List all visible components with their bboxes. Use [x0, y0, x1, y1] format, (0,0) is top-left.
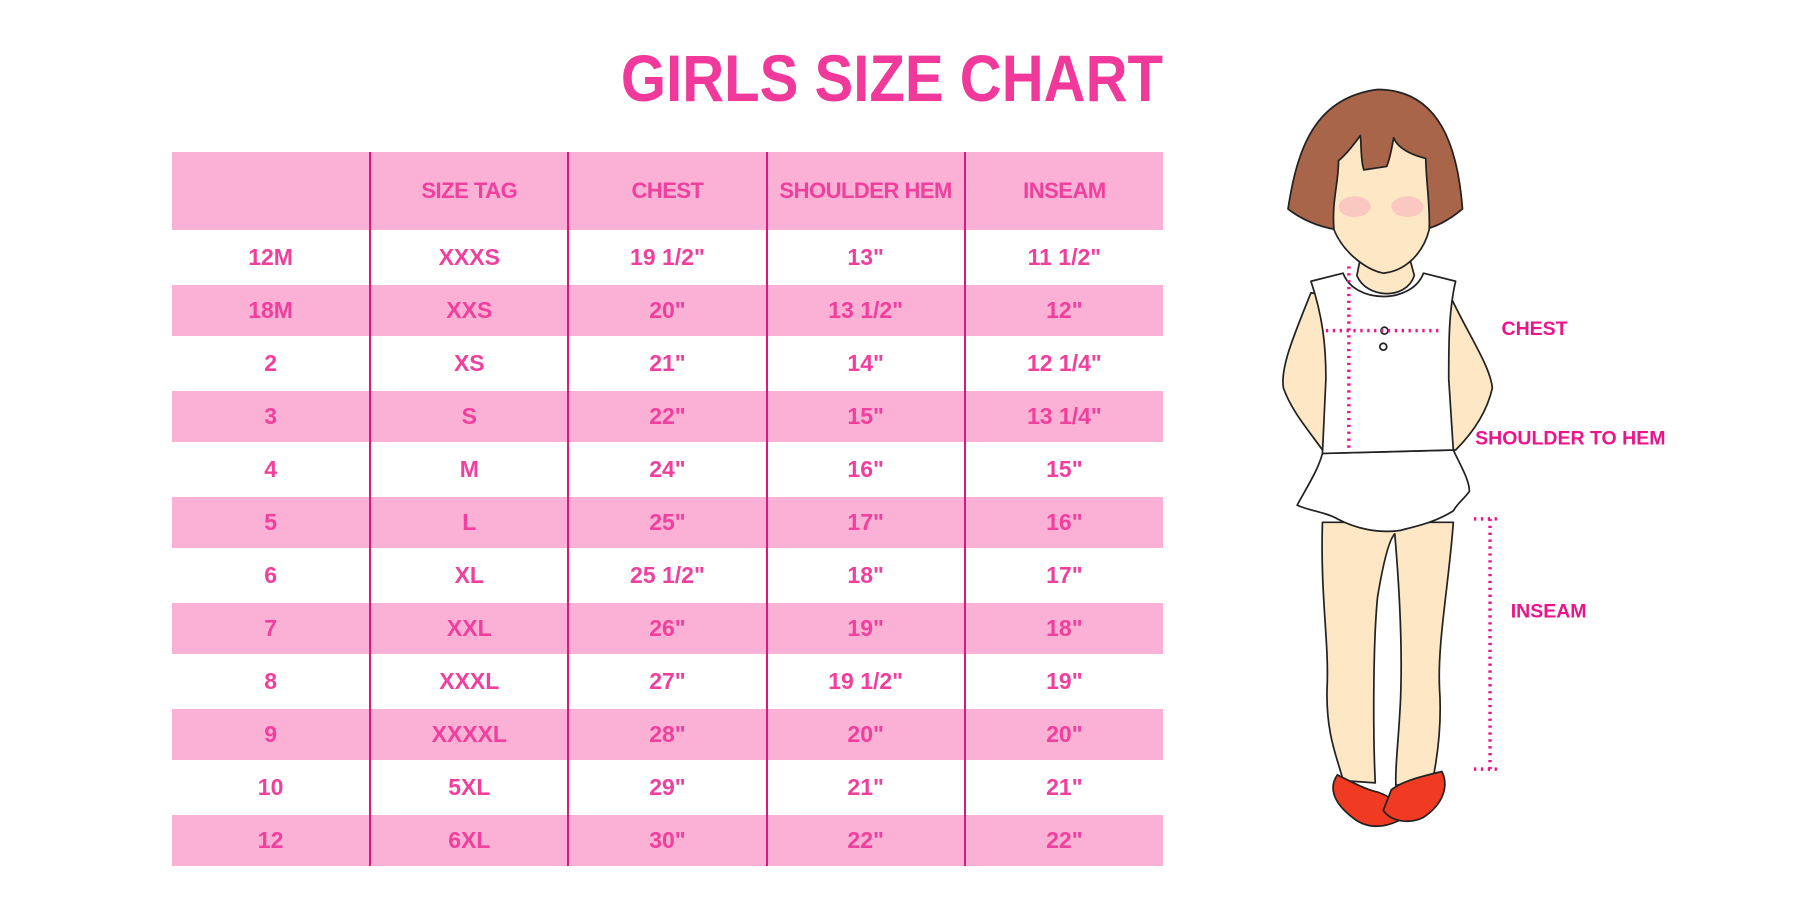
- table-cell: 17": [765, 496, 965, 549]
- table-cell: 28": [567, 708, 767, 761]
- table-cell: 7: [172, 602, 371, 655]
- size-chart-table: SIZE TAG CHEST SHOULDER HEM INSEAM 12M XX…: [172, 152, 1163, 866]
- shoulder-to-hem-label: SHOULDER TO HEM: [1475, 427, 1665, 449]
- cheek-blush: [1391, 196, 1424, 217]
- table-cell: XXXS: [369, 231, 569, 284]
- table-cell: 19": [765, 602, 965, 655]
- column-header: SIZE TAG: [369, 152, 569, 231]
- skirt: [1296, 449, 1471, 533]
- table-cell: 20": [567, 284, 767, 337]
- table-cell: XXXL: [369, 655, 569, 708]
- chest-label: CHEST: [1502, 318, 1568, 340]
- table-cell: 18": [963, 602, 1163, 655]
- shirt: [1310, 272, 1457, 455]
- table-cell: XXL: [369, 602, 569, 655]
- table-cell: 13 1/4": [963, 390, 1163, 443]
- table-cell: 16": [963, 496, 1163, 549]
- table-cell: 6XL: [369, 814, 569, 866]
- column-header: INSEAM: [963, 152, 1163, 231]
- table-cell: M: [369, 443, 569, 496]
- table-cell: 10: [257, 774, 284, 800]
- table-cell: 17": [963, 549, 1163, 602]
- table-cell: 22": [567, 390, 767, 443]
- table-cell: 12 1/4": [963, 337, 1163, 390]
- table-cell: 6: [264, 562, 277, 588]
- table-row: 12M XXXS 19 1/2" 13" 11 1/2": [172, 231, 1163, 284]
- table-cell: 20": [963, 708, 1163, 761]
- table-cell: XXXXL: [369, 708, 569, 761]
- table-cell: 11 1/2": [963, 231, 1163, 284]
- right-arm: [1445, 291, 1494, 451]
- inseam-label: INSEAM: [1511, 601, 1587, 623]
- table-cell: 25 1/2": [567, 549, 767, 602]
- table-cell: XL: [369, 549, 569, 602]
- table-cell: 12": [963, 284, 1163, 337]
- table-cell: 2: [264, 350, 277, 376]
- table-cell: 3: [172, 390, 371, 443]
- table-cell: 27": [567, 655, 767, 708]
- right-shoe: [1382, 770, 1446, 823]
- table-cell: 4: [264, 456, 277, 482]
- table-cell: 12: [172, 814, 371, 866]
- table-row: 7 XXL 26" 19" 18": [172, 602, 1163, 655]
- table-cell: 30": [567, 814, 767, 866]
- table-header-row: SIZE TAG CHEST SHOULDER HEM INSEAM: [172, 152, 1163, 231]
- table-cell: 22": [963, 814, 1163, 866]
- table-cell: 12M: [248, 244, 293, 270]
- table-cell: 9: [172, 708, 371, 761]
- table-cell: XXS: [369, 284, 569, 337]
- table-cell: 19": [963, 655, 1163, 708]
- table-row: 18M XXS 20" 13 1/2" 12": [172, 284, 1163, 337]
- table-cell: 29": [567, 761, 767, 814]
- column-header: [172, 152, 371, 231]
- table-cell: 8: [264, 668, 277, 694]
- table-cell: 13 1/2": [765, 284, 965, 337]
- table-row: 12 6XL 30" 22" 22": [172, 814, 1163, 866]
- table-row: 5 L 25" 17" 16": [172, 496, 1163, 549]
- table-cell: 14": [765, 337, 965, 390]
- page-title: GIRLS SIZE CHART: [620, 41, 1163, 115]
- left-arm: [1282, 291, 1333, 451]
- table-cell: 25": [567, 496, 767, 549]
- table-cell: 5: [172, 496, 371, 549]
- table-cell: 15": [765, 390, 965, 443]
- table-cell: 15": [963, 443, 1163, 496]
- table-cell: 19 1/2": [765, 655, 965, 708]
- table-row: 10 5XL 29" 21" 21": [172, 761, 1163, 814]
- table-cell: 24": [567, 443, 767, 496]
- table-cell: 22": [765, 814, 965, 866]
- table-cell: 19 1/2": [567, 231, 767, 284]
- table-cell: 5XL: [369, 761, 569, 814]
- table-cell: 21": [567, 337, 767, 390]
- table-row: 9 XXXXL 28" 20" 20": [172, 708, 1163, 761]
- table-cell: 20": [765, 708, 965, 761]
- table-row: 2 XS 21" 14" 12 1/4": [172, 337, 1163, 390]
- face: [1332, 134, 1431, 275]
- table-row: 4 M 24" 16" 15": [172, 443, 1163, 496]
- table-row: 6 XL 25 1/2" 18" 17": [172, 549, 1163, 602]
- column-header: SHOULDER HEM: [765, 152, 965, 231]
- legs: [1321, 521, 1455, 787]
- column-header: CHEST: [567, 152, 767, 231]
- table-cell: 26": [567, 602, 767, 655]
- table-cell: 21": [963, 761, 1163, 814]
- table-cell: L: [369, 496, 569, 549]
- table-cell: 13": [765, 231, 965, 284]
- table-cell: 21": [765, 761, 965, 814]
- table-cell: XS: [369, 337, 569, 390]
- table-row: 8 XXXL 27" 19 1/2" 19": [172, 655, 1163, 708]
- table-cell: 18M: [172, 284, 371, 337]
- table-cell: S: [369, 390, 569, 443]
- cheek-blush: [1338, 196, 1371, 217]
- table-cell: 18": [765, 549, 965, 602]
- shirt-button: [1378, 342, 1388, 351]
- table-row: 3 S 22" 15" 13 1/4": [172, 390, 1163, 443]
- table-cell: 16": [765, 443, 965, 496]
